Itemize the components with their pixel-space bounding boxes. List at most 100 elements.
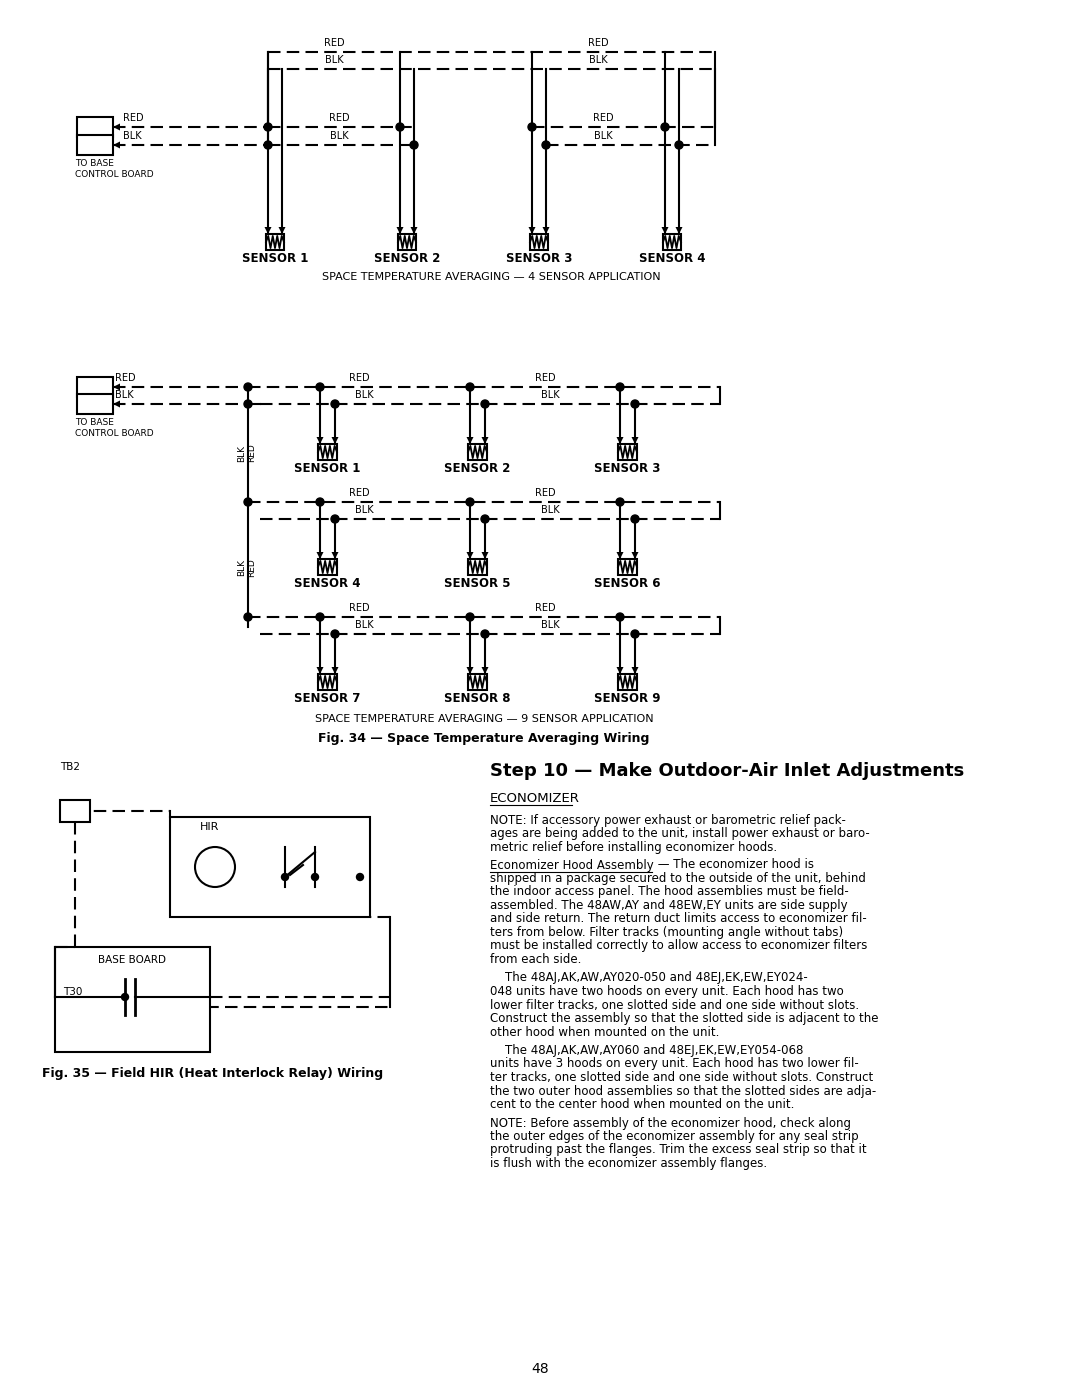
Polygon shape [675, 226, 683, 235]
Text: BLK: BLK [354, 504, 374, 515]
Text: Construct the assembly so that the slotted side is adjacent to the: Construct the assembly so that the slott… [490, 1011, 878, 1025]
Text: is flush with the economizer assembly flanges.: is flush with the economizer assembly fl… [490, 1157, 767, 1171]
Polygon shape [113, 123, 120, 130]
Text: T1: T1 [87, 381, 103, 391]
Polygon shape [396, 226, 404, 235]
Bar [266, 235, 284, 250]
Text: RED: RED [349, 604, 369, 613]
Text: must be installed correctly to allow access to economizer filters: must be installed correctly to allow acc… [490, 940, 867, 953]
Polygon shape [467, 437, 473, 444]
Circle shape [316, 383, 324, 391]
Text: TO BASE: TO BASE [75, 159, 113, 168]
Text: BLK: BLK [541, 620, 559, 630]
Text: — The economizer hood is: — The economizer hood is [654, 859, 814, 872]
Circle shape [330, 515, 339, 522]
Text: SPACE TEMPERATURE AVERAGING — 4 SENSOR APPLICATION: SPACE TEMPERATURE AVERAGING — 4 SENSOR A… [322, 272, 661, 282]
Text: RED: RED [114, 373, 136, 383]
Bar [77, 117, 113, 137]
Text: SENSOR 3: SENSOR 3 [594, 462, 661, 475]
Circle shape [264, 123, 272, 131]
Circle shape [282, 873, 288, 880]
Bar [468, 444, 487, 460]
Bar [399, 235, 416, 250]
Text: the outer edges of the economizer assembly for any seal strip: the outer edges of the economizer assemb… [490, 1130, 859, 1143]
Text: protruding past the flanges. Trim the excess seal strip so that it: protruding past the flanges. Trim the ex… [490, 1144, 866, 1157]
Polygon shape [113, 384, 120, 391]
Circle shape [316, 497, 324, 506]
Bar [618, 559, 637, 576]
Text: BASE BOARD: BASE BOARD [98, 956, 166, 965]
Polygon shape [632, 666, 638, 673]
Polygon shape [632, 437, 638, 444]
Polygon shape [316, 666, 324, 673]
Text: RED: RED [328, 113, 349, 123]
Circle shape [631, 630, 639, 638]
Circle shape [244, 613, 252, 622]
Text: ter tracks, one slotted side and one side without slots. Construct: ter tracks, one slotted side and one sid… [490, 1071, 874, 1084]
Text: T2: T2 [87, 398, 103, 408]
Text: BLK: BLK [594, 131, 612, 141]
Circle shape [631, 515, 639, 522]
Bar [55, 947, 210, 1052]
Text: T30: T30 [63, 988, 82, 997]
Circle shape [244, 383, 252, 391]
Bar [468, 559, 487, 576]
Polygon shape [113, 141, 120, 148]
Text: RED: RED [349, 488, 369, 497]
Circle shape [675, 141, 683, 149]
Text: CONTROL BOARD: CONTROL BOARD [75, 429, 153, 439]
Text: and side return. The return duct limits access to economizer fil-: and side return. The return duct limits … [490, 912, 867, 925]
Bar [618, 673, 637, 690]
Text: SENSOR 5: SENSOR 5 [444, 577, 511, 590]
Text: SENSOR 1: SENSOR 1 [295, 462, 361, 475]
Circle shape [244, 497, 252, 506]
Text: Economizer Hood Assembly: Economizer Hood Assembly [490, 859, 653, 872]
Polygon shape [617, 437, 623, 444]
Circle shape [311, 873, 319, 880]
Polygon shape [467, 666, 473, 673]
Circle shape [481, 515, 489, 522]
Bar [618, 444, 637, 460]
Text: SENSOR 3: SENSOR 3 [505, 251, 572, 265]
Polygon shape [632, 552, 638, 559]
Text: BLK: BLK [238, 560, 246, 577]
Text: metric relief before installing economizer hoods.: metric relief before installing economiz… [490, 841, 778, 854]
Text: ters from below. Filter tracks (mounting angle without tabs): ters from below. Filter tracks (mounting… [490, 926, 843, 939]
Circle shape [244, 400, 252, 408]
Text: ECONOMIZER: ECONOMIZER [490, 792, 580, 805]
Text: 48: 48 [531, 1362, 549, 1376]
Polygon shape [617, 552, 623, 559]
Circle shape [330, 630, 339, 638]
Polygon shape [113, 401, 120, 408]
Polygon shape [661, 226, 669, 235]
Text: Fig. 34 — Space Temperature Averaging Wiring: Fig. 34 — Space Temperature Averaging Wi… [319, 732, 650, 745]
Text: SENSOR 2: SENSOR 2 [374, 251, 441, 265]
Text: The 48AJ,AK,AW,AY060 and 48EJ,EK,EW,EY054-068: The 48AJ,AK,AW,AY060 and 48EJ,EK,EW,EY05… [490, 1044, 804, 1058]
Text: BLK: BLK [123, 131, 141, 141]
Circle shape [631, 400, 639, 408]
Text: TB2: TB2 [60, 761, 80, 773]
Text: RED: RED [593, 113, 613, 123]
Text: TO BASE: TO BASE [75, 418, 113, 427]
Text: BLK: BLK [541, 390, 559, 400]
Polygon shape [265, 226, 271, 235]
Polygon shape [332, 437, 338, 444]
Text: BLK: BLK [590, 54, 608, 66]
Bar [77, 377, 113, 397]
Text: the two outer hood assemblies so that the slotted sides are adja-: the two outer hood assemblies so that th… [490, 1084, 876, 1098]
Text: NOTE: If accessory power exhaust or barometric relief pack-: NOTE: If accessory power exhaust or baro… [490, 814, 846, 827]
Bar [60, 800, 90, 821]
Polygon shape [482, 666, 488, 673]
Text: HIR: HIR [200, 821, 219, 833]
Text: RED: RED [247, 559, 257, 577]
Circle shape [356, 873, 364, 880]
Text: ages are being added to the unit, install power exhaust or baro-: ages are being added to the unit, instal… [490, 827, 869, 841]
Text: SENSOR 1: SENSOR 1 [242, 251, 308, 265]
Text: cent to the center hood when mounted on the unit.: cent to the center hood when mounted on … [490, 1098, 795, 1111]
Text: Step 10 — Make Outdoor-Air Inlet Adjustments: Step 10 — Make Outdoor-Air Inlet Adjustm… [490, 761, 964, 780]
Text: BLK: BLK [541, 504, 559, 515]
Text: SENSOR 6: SENSOR 6 [594, 577, 661, 590]
Circle shape [465, 613, 474, 622]
Circle shape [465, 497, 474, 506]
Text: SENSOR 2: SENSOR 2 [444, 462, 511, 475]
